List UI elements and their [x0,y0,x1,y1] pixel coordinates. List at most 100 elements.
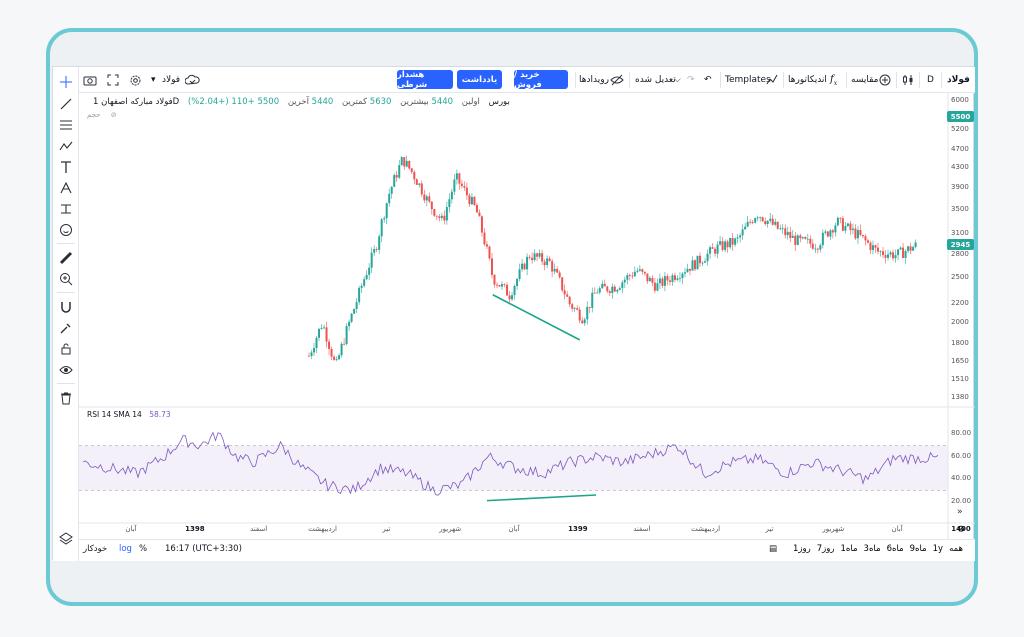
range-button[interactable]: 9ماه [909,544,927,554]
lock-icon[interactable] [57,340,75,358]
log-scale-button[interactable]: log [119,544,132,554]
pattern-tool-icon[interactable] [57,137,75,155]
axis-settings-gear-icon[interactable]: ⚙ [957,525,966,535]
candle [533,253,536,261]
range-button[interactable]: 3ماه [863,544,881,554]
range-button[interactable]: 1روز [793,544,811,554]
scroll-right-icon[interactable]: » [957,507,963,517]
undo-icon[interactable]: ↶ [704,75,712,85]
candle [511,295,514,300]
templates-label[interactable]: Templates [725,75,771,85]
candle [871,245,874,251]
candle [460,183,463,187]
candle [689,268,691,271]
range-button[interactable]: 1y [932,544,944,554]
layout-ticker-label[interactable]: فولاد [162,75,181,85]
candle [681,273,684,279]
drawing-toolbar [53,67,79,561]
compare-label[interactable]: مقایسه [851,75,879,85]
brush-tool-icon[interactable] [57,179,75,197]
rsi-value: 58.73 [149,410,171,419]
date-range-icon[interactable]: ▤ [769,544,778,554]
fullscreen-icon[interactable] [107,71,119,89]
candle [390,186,393,194]
note-button[interactable]: یادداشت [457,70,502,89]
volume-hidden-icon[interactable]: ⊘ [110,111,117,119]
eye-icon[interactable] [57,361,75,379]
templates-icon[interactable] [766,71,778,89]
cloud-save-icon[interactable] [185,71,200,89]
candle [882,251,885,256]
candle-style-icon[interactable] [902,71,914,89]
candle [503,284,506,285]
percent-scale-button[interactable]: % [139,544,148,554]
settings-gear-icon[interactable] [129,71,142,89]
text-tool-icon[interactable] [57,158,75,176]
candle [568,296,571,305]
screenshot-camera-icon[interactable] [83,71,97,89]
candle [561,277,564,291]
buy-sell-button[interactable]: خرید / فروش [514,70,568,90]
range-button[interactable]: 1ماه [840,544,858,554]
timezone-clock[interactable]: 16:17 (UTC+3:30) [165,544,242,554]
candle [318,328,321,338]
candle [676,278,679,280]
candle [751,222,754,223]
candle [849,223,852,231]
time-tick: 1400 [951,525,971,533]
candle [714,248,717,254]
range-button[interactable]: همه [949,544,964,554]
fib-tool-icon[interactable] [57,116,75,134]
indicators-label[interactable]: اندیکاتورها [788,75,827,85]
candle [558,272,561,278]
candle [766,220,769,225]
candle [656,283,659,291]
candle [876,247,879,252]
lock-drawing-icon[interactable] [57,319,75,337]
candle [671,275,674,282]
trash-icon[interactable] [57,389,75,407]
chevron-down-icon[interactable]: ▾ [151,75,156,85]
candle [521,263,524,270]
chart-canvas[interactable] [79,93,975,539]
range-button[interactable]: 7روز [816,544,835,554]
price-trendline [492,294,581,341]
magnet-icon[interactable] [57,298,75,316]
redo-icon[interactable]: ↷ [687,75,695,85]
volume-label: حجم [87,111,101,119]
candle [719,241,722,245]
open-label: اولین [461,97,480,107]
layers-icon[interactable] [57,529,75,547]
add-circle-icon[interactable] [879,71,891,89]
symbol-legend: فولاد مبارکه اصفهان 1D بورس اولین 5440 ب… [87,97,510,107]
adjust-chevron-icon[interactable]: ⌵ [674,75,681,85]
range-button[interactable]: 6ماه [886,544,904,554]
emoji-icon[interactable] [57,221,75,239]
measure-tool-icon[interactable] [57,200,75,218]
top-toolbar: ▾ فولاد هشدار شرطی یادداشت خرید / فروش ر… [79,67,975,93]
range-buttons: همه 1y 9ماه 6ماه 3ماه 1ماه 7روز 1روز [793,544,963,554]
price-tick: 1510 [951,374,969,383]
price-tick: 3100 [951,229,969,238]
candle [824,231,827,233]
alert-button[interactable]: هشدار شرطی [397,70,453,90]
candle [468,195,471,205]
candle [458,173,461,184]
candle [516,279,519,286]
eye-off-icon[interactable] [610,71,624,89]
fx-icon[interactable]: fx [830,73,838,87]
candle [796,235,799,245]
ruler-icon[interactable] [57,249,75,267]
adjusted-label[interactable]: تعدیل شده [635,75,676,85]
auto-scale-button[interactable]: خودکار [83,544,108,554]
zoom-in-icon[interactable] [57,270,75,288]
candle [395,175,398,178]
candle [583,319,586,324]
high-value: 5630 [369,97,392,107]
interval-button[interactable]: D [927,75,934,85]
symbol-search[interactable]: فولاد [947,75,970,85]
candle [566,294,569,297]
trendline-tool-icon[interactable] [57,95,75,113]
crosshair-icon[interactable] [57,73,75,91]
events-label[interactable]: رویدادها [579,75,609,85]
